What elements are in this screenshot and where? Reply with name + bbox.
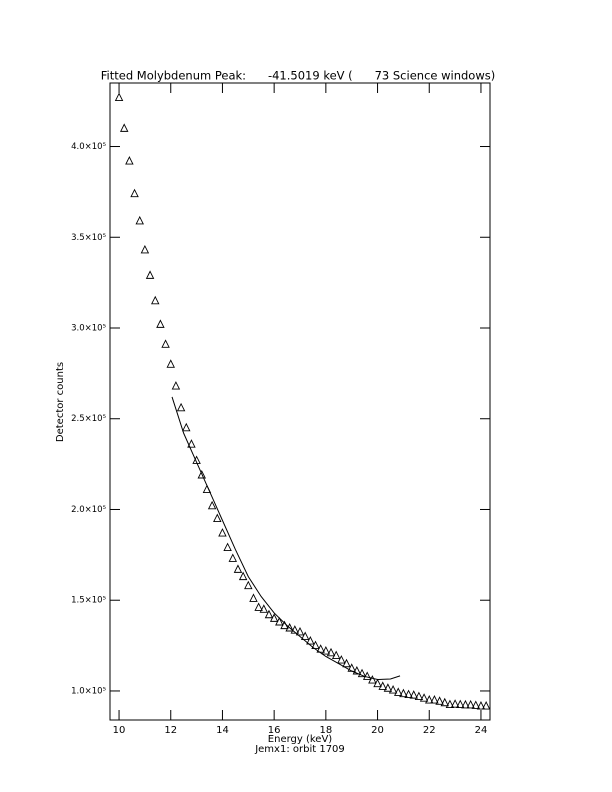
data-point	[450, 699, 460, 708]
data-point	[171, 381, 181, 390]
data-point	[404, 689, 413, 699]
data-point	[419, 693, 429, 702]
data-point	[249, 593, 258, 602]
data-point	[445, 699, 455, 709]
data-point	[228, 553, 238, 562]
data-point	[481, 701, 491, 710]
data-point	[140, 244, 150, 254]
data-point	[238, 571, 248, 581]
data-point	[466, 699, 475, 709]
chart-title: Fitted Molybdenum Peak: -41.5019 keV ( 7…	[101, 69, 495, 83]
y-tick-label: 4.0×10⁵	[71, 142, 106, 152]
data-point	[218, 528, 227, 537]
data-point	[430, 695, 439, 704]
data-point	[156, 319, 165, 328]
x-tick-label: 12	[164, 725, 177, 736]
data-point	[414, 691, 424, 701]
data-point	[176, 402, 186, 412]
data-point	[285, 622, 294, 632]
data-point	[342, 658, 351, 668]
data-point	[316, 644, 325, 653]
x-tick-label: 10	[113, 725, 126, 736]
subtitle: Jemx1: orbit 1709	[254, 744, 345, 755]
fit-line	[171, 396, 401, 681]
data-point	[244, 580, 253, 590]
data-point	[119, 123, 129, 132]
plot-frame	[109, 82, 491, 721]
data-point	[290, 625, 300, 634]
y-tick-label: 1.0×10⁵	[71, 686, 106, 696]
y-tick-label: 2.0×10⁵	[71, 505, 106, 515]
data-point	[135, 215, 144, 225]
y-tick-label: 1.5×10⁵	[71, 596, 106, 606]
data-point	[435, 696, 444, 705]
data-point	[326, 647, 336, 657]
data-point	[254, 602, 263, 611]
data-point	[362, 671, 372, 680]
data-point	[151, 295, 160, 305]
y-tick-label: 3.0×10⁵	[71, 324, 106, 334]
data-point	[440, 697, 449, 707]
data-point	[383, 683, 393, 692]
data-point	[259, 604, 269, 613]
data-point	[331, 650, 341, 660]
data-point	[394, 687, 403, 696]
x-tick-label: 16	[268, 725, 281, 736]
data-point	[357, 668, 367, 678]
data-point	[130, 188, 139, 198]
x-tick-label: 22	[423, 725, 436, 736]
x-axis-label: Energy (keV)	[268, 734, 333, 745]
data-point	[125, 156, 134, 165]
data-point	[399, 688, 408, 698]
data-point	[213, 513, 222, 523]
data-point	[311, 640, 320, 650]
data-point	[166, 359, 175, 368]
data-point	[461, 699, 470, 709]
data-point	[378, 681, 387, 690]
y-axis-label: Detector counts	[55, 362, 66, 442]
data-point	[182, 422, 191, 432]
data-point	[223, 542, 232, 552]
data-point	[321, 646, 331, 655]
data-point	[275, 616, 284, 626]
x-tick-label: 18	[319, 725, 332, 736]
data-point	[114, 92, 124, 101]
data-point	[337, 655, 346, 664]
data-point	[295, 626, 305, 636]
y-tick-label: 2.5×10⁵	[71, 414, 106, 424]
data-point	[425, 695, 434, 704]
x-tick-label: 24	[475, 725, 488, 736]
data-point	[187, 439, 196, 448]
data-point	[352, 665, 362, 675]
data-point	[373, 678, 382, 688]
data-point	[388, 685, 398, 694]
data-point	[269, 613, 279, 622]
data-point	[207, 500, 217, 510]
data-point	[476, 701, 486, 710]
data-point	[300, 631, 310, 640]
data-point	[409, 690, 418, 699]
data-point	[264, 609, 274, 619]
data-point	[456, 699, 465, 709]
x-tick-label: 14	[216, 725, 229, 736]
data-point	[161, 339, 170, 348]
data-point	[368, 675, 377, 684]
y-tick-label: 3.5×10⁵	[71, 233, 106, 243]
data-point	[197, 469, 206, 479]
data-point	[145, 270, 155, 279]
data-point	[233, 564, 243, 573]
data-point	[471, 700, 481, 709]
data-point	[306, 636, 315, 645]
x-tick-label: 20	[371, 725, 384, 736]
